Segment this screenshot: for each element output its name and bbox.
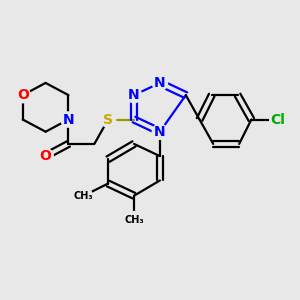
Text: S: S (103, 112, 113, 127)
Text: N: N (154, 76, 166, 90)
Text: N: N (154, 125, 166, 139)
Circle shape (152, 75, 167, 91)
Text: O: O (17, 88, 29, 102)
Circle shape (15, 88, 30, 103)
Text: Cl: Cl (270, 112, 285, 127)
Circle shape (125, 212, 142, 229)
Circle shape (270, 112, 285, 127)
Circle shape (75, 187, 92, 204)
Circle shape (126, 88, 142, 103)
Text: N: N (128, 88, 140, 102)
Text: N: N (63, 112, 74, 127)
Circle shape (100, 112, 116, 127)
Text: CH₃: CH₃ (74, 191, 94, 201)
Circle shape (38, 148, 53, 164)
Circle shape (152, 124, 167, 139)
Text: CH₃: CH₃ (124, 215, 144, 225)
Circle shape (61, 112, 76, 127)
Text: O: O (40, 149, 52, 163)
